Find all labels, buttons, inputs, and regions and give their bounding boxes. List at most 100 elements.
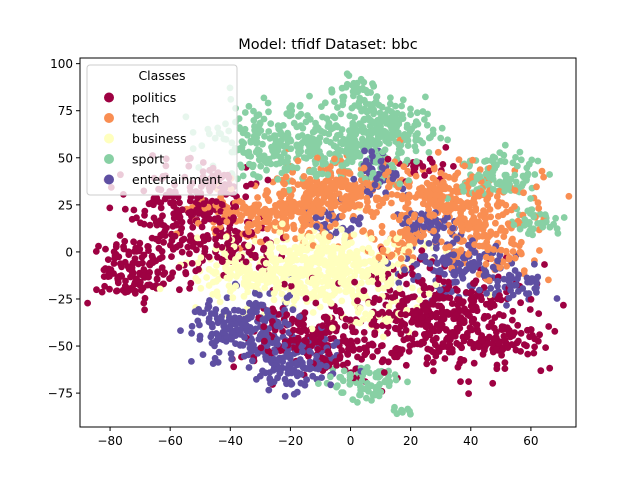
- point-sport: [438, 124, 446, 132]
- point-sport: [386, 121, 393, 129]
- point-business: [192, 274, 200, 282]
- point-sport: [255, 151, 263, 159]
- point-business: [368, 235, 375, 242]
- point-sport: [429, 126, 437, 134]
- point-business: [288, 253, 296, 261]
- point-sport: [267, 120, 275, 127]
- point-sport: [284, 158, 291, 166]
- point-tech: [316, 185, 324, 193]
- point-entertainment: [223, 294, 231, 302]
- point-tech: [309, 206, 317, 214]
- point-politics: [439, 161, 447, 168]
- point-sport: [345, 149, 353, 157]
- point-sport: [500, 151, 508, 159]
- point-tech: [276, 200, 283, 207]
- point-business: [321, 291, 328, 299]
- point-tech: [433, 178, 440, 186]
- point-tech: [502, 227, 509, 235]
- point-tech: [378, 229, 386, 237]
- point-business: [197, 284, 205, 292]
- point-tech: [427, 181, 435, 189]
- point-politics: [158, 264, 166, 271]
- point-tech: [482, 260, 490, 268]
- point-entertainment: [218, 313, 225, 320]
- point-tech: [419, 200, 427, 208]
- point-sport: [406, 407, 413, 415]
- point-sport: [343, 159, 350, 167]
- point-politics: [167, 241, 174, 249]
- point-politics: [531, 343, 538, 351]
- point-sport: [421, 116, 428, 123]
- point-tech: [505, 254, 513, 261]
- point-business: [361, 271, 369, 279]
- point-politics: [297, 328, 305, 336]
- point-business: [328, 270, 336, 278]
- point-politics: [421, 172, 428, 179]
- point-politics: [429, 337, 437, 344]
- point-entertainment: [519, 285, 527, 292]
- point-politics: [356, 345, 363, 353]
- point-business: [365, 278, 372, 286]
- point-tech: [362, 207, 370, 214]
- point-politics: [106, 204, 114, 212]
- point-business: [240, 281, 248, 288]
- point-entertainment: [449, 224, 457, 232]
- point-politics: [379, 322, 386, 329]
- point-politics: [501, 337, 509, 344]
- point-politics: [160, 238, 168, 246]
- point-sport: [363, 364, 371, 371]
- point-sport: [405, 177, 413, 185]
- point-politics: [379, 356, 387, 364]
- point-sport: [395, 150, 402, 157]
- point-business: [263, 279, 271, 287]
- point-sport: [364, 380, 371, 387]
- point-sport: [356, 94, 364, 102]
- point-entertainment: [267, 379, 274, 387]
- y-tick-label: 0: [65, 245, 73, 259]
- point-tech: [438, 193, 445, 201]
- x-tick-label: −80: [97, 434, 122, 448]
- point-entertainment: [227, 350, 235, 357]
- point-politics: [242, 258, 250, 266]
- point-entertainment: [220, 319, 228, 327]
- point-politics: [442, 144, 450, 151]
- point-politics: [199, 233, 207, 241]
- point-business: [278, 267, 285, 274]
- point-business: [309, 309, 317, 316]
- point-politics: [257, 344, 265, 352]
- point-sport: [423, 121, 431, 129]
- point-politics: [317, 333, 325, 341]
- point-tech: [217, 194, 225, 202]
- point-politics: [213, 241, 221, 249]
- point-politics: [186, 250, 193, 258]
- point-sport: [507, 175, 515, 183]
- point-entertainment: [356, 214, 364, 222]
- point-tech: [365, 182, 372, 190]
- point-politics: [457, 355, 465, 363]
- point-tech: [389, 230, 397, 238]
- point-entertainment: [350, 175, 358, 183]
- point-politics: [493, 328, 500, 336]
- point-entertainment: [232, 340, 239, 347]
- point-sport: [484, 180, 492, 188]
- point-entertainment: [289, 306, 297, 314]
- point-sport: [425, 149, 433, 156]
- point-politics: [351, 278, 358, 286]
- point-sport: [542, 218, 550, 226]
- point-politics: [163, 224, 170, 232]
- point-entertainment: [287, 378, 294, 386]
- point-entertainment: [411, 224, 419, 232]
- point-entertainment: [177, 327, 184, 334]
- point-tech: [511, 254, 519, 262]
- point-politics: [515, 337, 522, 345]
- point-sport: [324, 171, 332, 179]
- point-politics: [450, 163, 457, 170]
- point-tech: [490, 246, 497, 253]
- point-entertainment: [228, 335, 235, 343]
- point-business: [298, 267, 305, 275]
- point-entertainment: [373, 175, 380, 183]
- point-politics: [394, 326, 402, 333]
- point-politics: [95, 242, 102, 250]
- point-business: [262, 259, 270, 267]
- point-entertainment: [214, 333, 222, 341]
